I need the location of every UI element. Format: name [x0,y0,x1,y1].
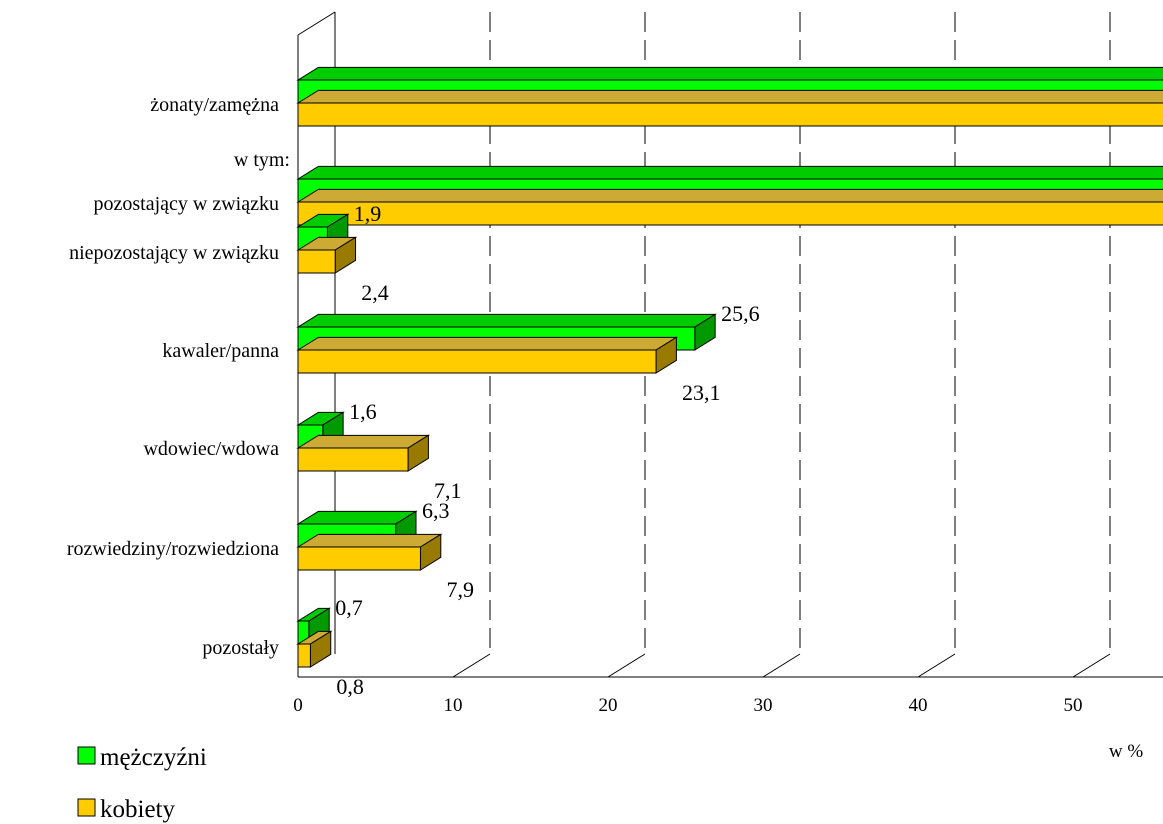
bar-women [296,236,358,274]
category-label: niepozostający w związku [69,242,279,264]
legend-swatch-women [77,798,96,817]
category-label: kawaler/panna [162,340,279,362]
data-labels: 65,861,264,058,81,92,425,623,11,67,16,37… [335,201,760,699]
legend-swatch-men [77,746,96,765]
x-tick-labels: 010203040506070 [293,695,1083,716]
bar-women [296,89,1163,127]
data-label: 1,6 [349,399,377,424]
data-label: 7,1 [434,478,462,503]
category-label: pozostały [202,637,279,659]
data-label: 0,7 [335,595,363,620]
category-label: wdowiec/wdowa [143,438,279,460]
floor-grid-slant [917,653,956,678]
category-label: rozwiedziny/rozwiedziona [67,538,279,560]
category-labels: żonaty/zamężna pozostający w związku niepo… [67,94,279,659]
floor-grid-slant [1072,653,1111,678]
category-label: pozostający w związku [94,193,279,215]
x-tick-label: 0 [293,695,303,716]
data-label: 7,9 [446,577,474,602]
x-tick-label: 20 [599,695,618,716]
bar-women [296,533,443,571]
data-label: 2,4 [361,280,389,305]
category-label: żonaty/zamężna [150,94,279,116]
back-wall-top-edge [297,11,336,36]
data-label: 1,9 [354,201,382,226]
x-tick-label: 30 [754,695,773,716]
data-label: 25,6 [721,301,760,326]
bars [296,66,1163,668]
bar-women [296,434,431,472]
legend-label-women: kobiety [100,796,175,823]
floor-grid-slant [452,653,491,678]
data-label: 6,3 [422,498,450,523]
data-label: 0,8 [336,674,364,699]
legend: mężczyźni kobiety [77,744,207,823]
floor-grid-slant [762,653,801,678]
bar-women [296,336,679,374]
x-axis-unit-label: w % [1109,741,1143,762]
bar-women [296,630,333,668]
bar-women [296,188,1163,226]
x-tick-label: 40 [909,695,928,716]
category-note: w tym: [234,149,290,171]
legend-label-men: mężczyźni [100,744,207,771]
x-tick-label: 50 [1064,695,1083,716]
x-tick-label: 10 [444,695,463,716]
floor-grid-slant [607,653,646,678]
data-label: 23,1 [682,380,721,405]
